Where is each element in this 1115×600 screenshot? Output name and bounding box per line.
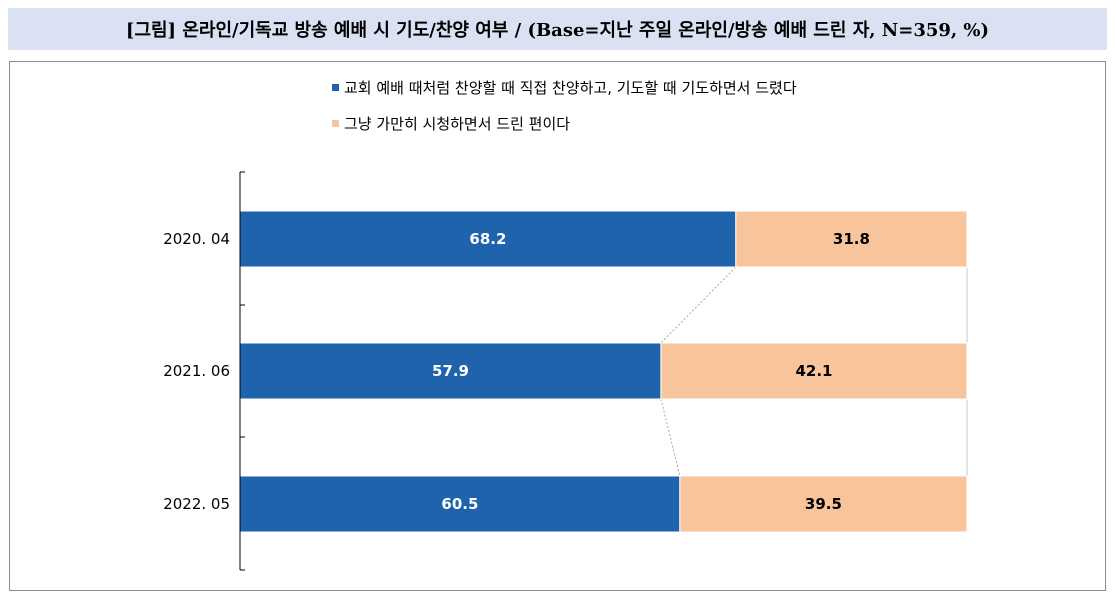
legend-swatch-2 — [332, 120, 339, 127]
category-label: 2020. 04 — [163, 230, 230, 248]
data-label: 39.5 — [805, 495, 842, 513]
legend-label-1: 교회 예배 때처럼 찬양할 때 직접 찬양하고, 기도할 때 기도하면서 드렸다 — [344, 79, 797, 97]
category-label: 2022. 05 — [163, 495, 230, 513]
data-label: 31.8 — [833, 230, 870, 248]
chart-title: [그림] 온라인/기독교 방송 예배 시 기도/찬양 여부 / (Base=지난… — [125, 20, 990, 41]
data-label: 42.1 — [795, 362, 832, 380]
data-label: 57.9 — [432, 362, 469, 380]
series-line — [660, 266, 737, 344]
bar-series2-0 — [735, 210, 968, 268]
legend-swatch-1 — [332, 84, 339, 91]
chart-title-bar: [그림] 온라인/기독교 방송 예배 시 기도/찬양 여부 / (Base=지난… — [8, 8, 1107, 50]
bar-series2-1 — [660, 342, 968, 400]
series-line — [660, 398, 681, 477]
bar-series1-0 — [239, 210, 737, 268]
bar-series2-2 — [679, 475, 968, 533]
category-label: 2021. 06 — [163, 362, 230, 380]
data-label: 68.2 — [469, 230, 506, 248]
legend-label-2: 그냥 가만히 시청하면서 드린 편이다 — [344, 115, 570, 133]
data-label: 60.5 — [441, 495, 478, 513]
bar-series1-2 — [239, 475, 681, 533]
